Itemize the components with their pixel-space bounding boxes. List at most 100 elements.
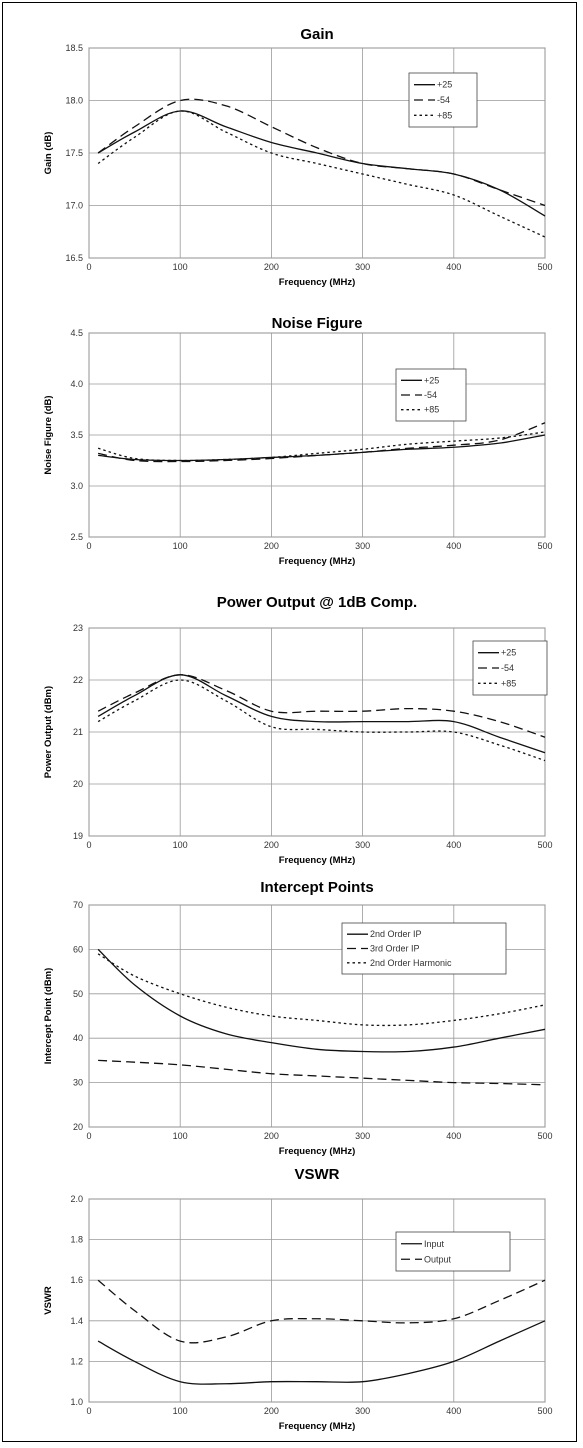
legend-label: -54 <box>424 390 437 400</box>
x-tick-label: 0 <box>86 1406 91 1416</box>
legend-label: 2nd Order Harmonic <box>370 958 452 968</box>
y-tick-label: 2.5 <box>70 532 83 542</box>
y-tick-label: 22 <box>73 675 83 685</box>
chart-title: Noise Figure <box>272 315 363 332</box>
legend: +25 -54 +85 <box>408 72 478 128</box>
x-tick-label: 400 <box>446 840 461 850</box>
series-line--85 <box>97 679 546 762</box>
x-tick-label: 300 <box>355 1131 370 1141</box>
chart-2: Noise Figure 0 100 200 300 400 500 2.5 3.0 3.5 4.0… <box>43 315 553 567</box>
legend: 2nd Order IP 3rd Order IP 2nd Order Harmon… <box>341 922 507 975</box>
y-axis-label: VSWR <box>43 1286 54 1315</box>
chart-title: Intercept Points <box>260 879 373 896</box>
y-tick-label: 21 <box>73 727 83 737</box>
series-line--85 <box>97 110 546 238</box>
y-tick-label: 23 <box>73 623 83 633</box>
legend: Input Output <box>395 1231 511 1272</box>
series-line-3rd-order-ip <box>98 1059 546 1086</box>
x-axis-label: Frequency (MHz) <box>279 556 356 567</box>
x-tick-label: 0 <box>86 262 91 272</box>
y-tick-label: 18.5 <box>65 43 83 53</box>
x-tick-label: 200 <box>264 840 279 850</box>
chart-title: VSWR <box>295 1166 340 1183</box>
plot-area <box>88 1198 546 1403</box>
legend-label: +25 <box>424 375 439 385</box>
y-tick-label: 30 <box>73 1078 83 1088</box>
legend-label: +25 <box>437 80 452 90</box>
x-tick-label: 400 <box>446 1406 461 1416</box>
legend-label: +25 <box>501 648 516 658</box>
y-tick-label: 40 <box>73 1033 83 1043</box>
chart-title: Gain <box>300 26 333 43</box>
x-tick-label: 500 <box>537 541 552 551</box>
x-tick-label: 400 <box>446 541 461 551</box>
legend-box <box>341 922 507 975</box>
x-tick-label: 500 <box>537 262 552 272</box>
y-tick-label: 60 <box>73 944 83 954</box>
y-tick-label: 17.5 <box>65 148 83 158</box>
y-tick-label: 17.0 <box>65 201 83 211</box>
y-tick-label: 1.6 <box>70 1275 83 1285</box>
x-tick-label: 0 <box>86 1131 91 1141</box>
y-tick-label: 1.2 <box>70 1356 83 1366</box>
x-tick-label: 0 <box>86 840 91 850</box>
x-axis-label: Frequency (MHz) <box>279 277 356 288</box>
y-tick-label: 1.4 <box>70 1316 83 1326</box>
x-tick-label: 400 <box>446 262 461 272</box>
y-axis-label: Noise Figure (dB) <box>43 395 54 474</box>
y-tick-label: 50 <box>73 989 83 999</box>
x-tick-label: 200 <box>264 262 279 272</box>
legend-label: +85 <box>424 405 439 415</box>
y-axis-label: Gain (dB) <box>43 132 54 175</box>
legend-label: +85 <box>501 678 516 688</box>
x-tick-label: 0 <box>86 541 91 551</box>
x-tick-label: 300 <box>355 541 370 551</box>
series-line-input <box>97 1320 546 1385</box>
x-tick-label: 100 <box>173 1131 188 1141</box>
series-line-2nd-order-harmonic <box>97 953 546 1027</box>
y-tick-label: 20 <box>73 1122 83 1132</box>
y-tick-label: 4.5 <box>70 328 83 338</box>
x-tick-label: 500 <box>537 1406 552 1416</box>
y-tick-label: 16.5 <box>65 253 83 263</box>
series-line--54 <box>97 674 546 738</box>
x-tick-label: 200 <box>264 1406 279 1416</box>
x-tick-label: 100 <box>173 262 188 272</box>
chart-1: Gain 0 100 200 300 400 500 16.5 17.0 17.5 18.0 18.5… <box>43 26 553 288</box>
x-tick-label: 100 <box>173 1406 188 1416</box>
legend-label: 2nd Order IP <box>370 929 422 939</box>
y-tick-label: 3.5 <box>70 430 83 440</box>
legend-label: Input <box>424 1239 445 1249</box>
series-line--54 <box>97 98 546 207</box>
x-axis-label: Frequency (MHz) <box>279 855 356 866</box>
y-tick-label: 3.0 <box>70 481 83 491</box>
x-tick-label: 300 <box>355 1406 370 1416</box>
series-line--54 <box>97 422 546 463</box>
y-axis-label: Intercept Point (dBm) <box>43 968 54 1065</box>
x-tick-label: 300 <box>355 262 370 272</box>
x-axis-label: Frequency (MHz) <box>279 1421 356 1432</box>
legend-label: +85 <box>437 110 452 120</box>
series-line-2nd-order-ip <box>97 948 546 1053</box>
chart-4: Intercept Points 0 100 200 300 400 500 20 30 40 50… <box>43 879 553 1157</box>
y-tick-label: 1.0 <box>70 1397 83 1407</box>
y-tick-label: 4.0 <box>70 379 83 389</box>
series-line--85 <box>97 431 546 462</box>
y-tick-label: 2.0 <box>70 1194 83 1204</box>
x-tick-label: 100 <box>173 840 188 850</box>
x-tick-label: 500 <box>537 1131 552 1141</box>
x-tick-label: 500 <box>537 840 552 850</box>
legend-label: Output <box>424 1254 452 1264</box>
y-tick-label: 18.0 <box>65 96 83 106</box>
chart-3: Power Output @ 1dB Comp. 0 100 200 300 400 500… <box>43 594 553 866</box>
x-axis-label: Frequency (MHz) <box>279 1146 356 1157</box>
series-line-output <box>97 1279 546 1344</box>
x-tick-label: 100 <box>173 541 188 551</box>
x-tick-label: 200 <box>264 1131 279 1141</box>
y-tick-label: 1.8 <box>70 1235 83 1245</box>
legend: +25 -54 +85 <box>395 368 467 422</box>
y-tick-label: 70 <box>73 900 83 910</box>
x-tick-label: 400 <box>446 1131 461 1141</box>
